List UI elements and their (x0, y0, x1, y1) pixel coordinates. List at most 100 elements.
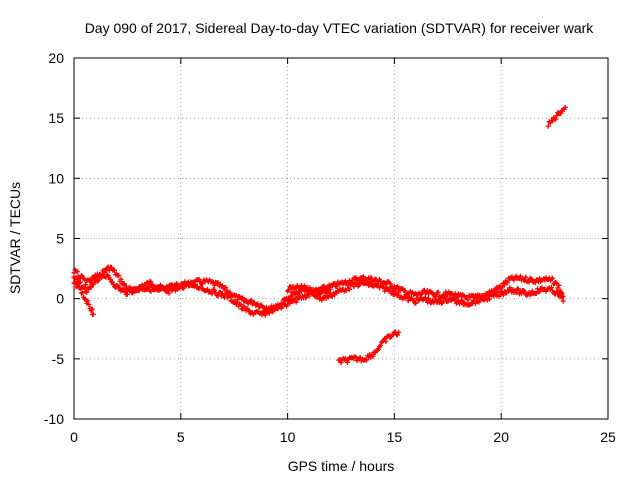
data-point (83, 282, 89, 288)
data-point (347, 286, 353, 292)
data-point (88, 278, 94, 284)
data-point (513, 290, 519, 296)
data-point (443, 295, 449, 301)
data-point (165, 286, 171, 292)
data-point (84, 289, 90, 295)
data-point (293, 299, 299, 305)
data-point (558, 110, 564, 116)
data-point (375, 346, 381, 352)
data-point (351, 284, 357, 290)
data-point (89, 306, 95, 312)
data-point (505, 280, 511, 286)
data-point (108, 264, 114, 270)
data-point (285, 288, 291, 294)
data-point (90, 311, 96, 317)
data-point (248, 297, 254, 303)
data-point (116, 273, 122, 279)
y-tick-label: 15 (48, 110, 64, 126)
data-point (396, 290, 402, 296)
data-point (189, 280, 195, 286)
y-tick-label: -10 (44, 411, 64, 427)
data-point (365, 279, 371, 285)
data-point (223, 284, 229, 290)
data-point (548, 285, 554, 291)
x-tick-label: 15 (387, 429, 403, 445)
grid (74, 58, 608, 419)
data-point (370, 353, 376, 359)
data-point (272, 307, 278, 313)
data-point (332, 281, 338, 287)
data-point (486, 296, 492, 302)
y-axis-label: SDTVAR / TECUs (7, 182, 23, 294)
y-tick-label: 0 (56, 291, 64, 307)
data-point (523, 274, 529, 280)
data-point (74, 269, 80, 275)
data-point (413, 300, 419, 306)
data-point (439, 300, 445, 306)
data-point (86, 302, 92, 308)
data-point (80, 290, 86, 296)
data-point (240, 295, 246, 301)
x-tick-label: 5 (177, 429, 185, 445)
data-point (518, 291, 524, 297)
x-tick-label: 20 (493, 429, 509, 445)
data-point (435, 289, 441, 295)
data-point (286, 287, 292, 293)
y-tick-label: 10 (48, 170, 64, 186)
data-point (479, 294, 485, 300)
data-point (368, 274, 374, 280)
data-point (545, 123, 551, 129)
x-tick-label: 0 (70, 429, 78, 445)
data-point (387, 281, 393, 287)
data-point (166, 290, 172, 296)
data-point (537, 288, 543, 294)
y-tick-label: -5 (52, 351, 65, 367)
x-axis-label: GPS time / hours (288, 458, 395, 474)
data-point (177, 284, 183, 290)
data-point (327, 286, 333, 292)
data-point (238, 302, 244, 308)
data-point (227, 293, 233, 299)
data-point (196, 276, 202, 282)
data-point (88, 284, 94, 290)
data-point (181, 281, 187, 287)
data-point (522, 289, 528, 295)
data-point (338, 360, 344, 366)
x-tick-label: 10 (280, 429, 296, 445)
data-point (426, 295, 432, 301)
y-tick-label: 5 (56, 231, 64, 247)
data-point (422, 295, 428, 301)
data-point (307, 285, 313, 291)
data-point (306, 293, 312, 299)
data-point (378, 343, 384, 349)
data-point (395, 332, 401, 338)
data-point (559, 294, 565, 300)
data-point (77, 285, 83, 291)
y-tick-label: 20 (48, 50, 64, 66)
data-point (131, 289, 137, 295)
data-point (266, 310, 272, 316)
data-point (383, 338, 389, 344)
data-point (562, 104, 568, 110)
data-point (556, 290, 562, 296)
data-point (124, 291, 130, 297)
x-tick-label: 25 (600, 429, 616, 445)
data-point (91, 280, 97, 286)
data-point (402, 288, 408, 294)
data-point (72, 279, 78, 285)
data-point (255, 301, 261, 307)
data-point (396, 329, 402, 335)
data-point (219, 283, 225, 289)
data-point (121, 281, 127, 287)
data-point (77, 279, 83, 285)
data-point (526, 279, 532, 285)
data-point (556, 282, 562, 288)
data-point (364, 357, 370, 363)
data-point (193, 281, 199, 287)
data-point (473, 301, 479, 307)
data-point (549, 275, 555, 281)
data-point (560, 298, 566, 304)
data-point (465, 297, 471, 303)
data-point (287, 300, 293, 306)
